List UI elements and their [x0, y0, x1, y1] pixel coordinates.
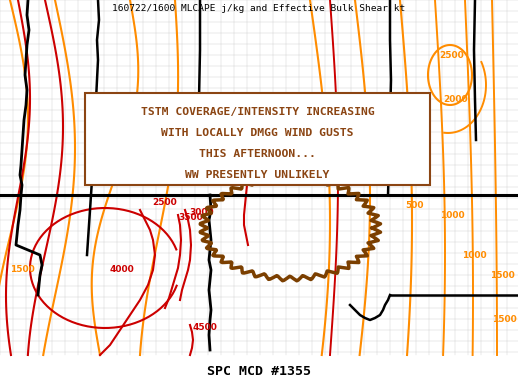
Text: SPC MCD #1355: SPC MCD #1355	[207, 365, 311, 378]
Text: 2000: 2000	[250, 178, 275, 187]
Text: 1000: 1000	[440, 211, 465, 220]
Text: 4500: 4500	[193, 323, 218, 332]
Text: 250: 250	[236, 95, 254, 104]
Text: 2500: 2500	[440, 51, 464, 60]
Text: 1500: 1500	[492, 315, 517, 324]
Text: 500: 500	[360, 151, 379, 159]
Text: WW PRESENTLY UNLIKELY: WW PRESENTLY UNLIKELY	[185, 170, 329, 180]
Text: 3000: 3000	[189, 208, 213, 217]
Text: TSTM COVERAGE/INTENSITY INCREASING: TSTM COVERAGE/INTENSITY INCREASING	[140, 107, 375, 117]
Text: 1500: 1500	[490, 270, 515, 279]
Bar	[85, 93, 430, 185]
Text: THIS AFTERNOON...: THIS AFTERNOON...	[199, 149, 316, 159]
Text: 1500: 1500	[10, 265, 35, 274]
Text: 4000: 4000	[110, 265, 135, 274]
Text: 3500: 3500	[178, 213, 203, 222]
Text: 500: 500	[405, 201, 424, 210]
Text: 1000: 1000	[462, 251, 486, 260]
Text: 160722/1600 MLCAPE j/kg and Effective Bulk Shear kt: 160722/1600 MLCAPE j/kg and Effective Bu…	[112, 4, 406, 13]
Text: 2000: 2000	[444, 95, 468, 104]
Text: 2500: 2500	[152, 198, 177, 207]
Text: WITH LOCALLY DMGG WIND GUSTS: WITH LOCALLY DMGG WIND GUSTS	[161, 128, 354, 138]
